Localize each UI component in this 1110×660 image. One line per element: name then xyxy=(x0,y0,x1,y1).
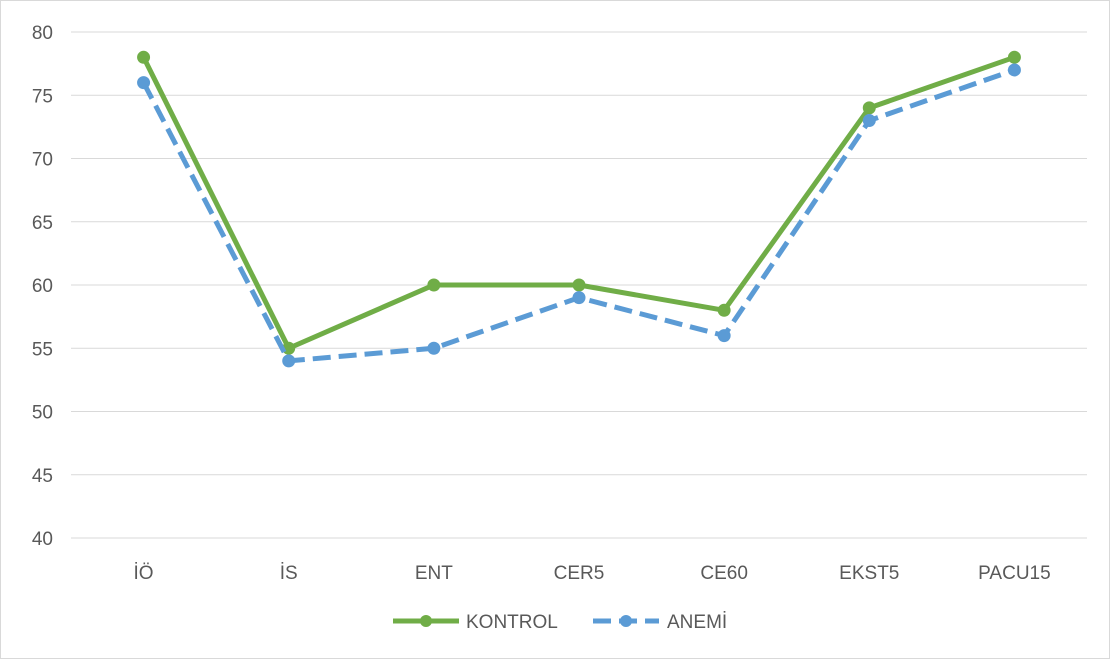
gridlines xyxy=(71,31,1087,476)
y-tick-label: 60 xyxy=(32,276,53,297)
data-point xyxy=(282,354,296,368)
y-tick-label: 80 xyxy=(32,23,53,44)
series-kontrol xyxy=(137,50,1021,355)
y-tick-label: 45 xyxy=(32,466,53,487)
data-point xyxy=(427,278,441,292)
x-axis-ticks: İÖ İS ENT CER5 CE60 EKST5 PACU15 xyxy=(134,563,1051,584)
legend-marker xyxy=(420,615,432,627)
y-axis-ticks: 40 45 50 55 60 65 70 75 80 xyxy=(32,23,53,550)
legend: KONTROL ANEMİ xyxy=(393,612,727,633)
y-tick-label: 40 xyxy=(32,529,53,550)
series-group xyxy=(137,50,1021,368)
data-point xyxy=(862,101,876,115)
data-point xyxy=(1007,63,1021,77)
x-tick-label: CER5 xyxy=(554,563,605,584)
data-point xyxy=(137,76,151,90)
data-point xyxy=(137,50,151,64)
y-tick-label: 55 xyxy=(32,339,53,360)
x-tick-label: ENT xyxy=(415,563,453,584)
data-point xyxy=(427,341,441,355)
y-tick-label: 65 xyxy=(32,213,53,234)
x-tick-label: İS xyxy=(280,563,298,584)
legend-label: KONTROL xyxy=(466,612,558,633)
y-tick-label: 50 xyxy=(32,403,53,424)
x-tick-label: PACU15 xyxy=(978,563,1051,584)
data-point xyxy=(717,303,731,317)
legend-label: ANEMİ xyxy=(667,612,727,633)
data-point xyxy=(717,329,731,343)
y-tick-label: 70 xyxy=(32,150,53,171)
data-point xyxy=(572,291,586,305)
y-tick-label: 75 xyxy=(32,86,53,107)
x-tick-label: CE60 xyxy=(700,563,748,584)
legend-item-anemi̇: ANEMİ xyxy=(593,612,727,633)
x-tick-label: EKST5 xyxy=(839,563,899,584)
series-anemi̇ xyxy=(137,63,1021,368)
legend-marker xyxy=(620,615,632,627)
x-tick-label: İÖ xyxy=(134,563,154,584)
data-point xyxy=(1007,50,1021,64)
data-point xyxy=(862,114,876,128)
data-point xyxy=(572,278,586,292)
legend-item-kontrol: KONTROL xyxy=(393,612,558,633)
series-line xyxy=(141,54,1016,351)
